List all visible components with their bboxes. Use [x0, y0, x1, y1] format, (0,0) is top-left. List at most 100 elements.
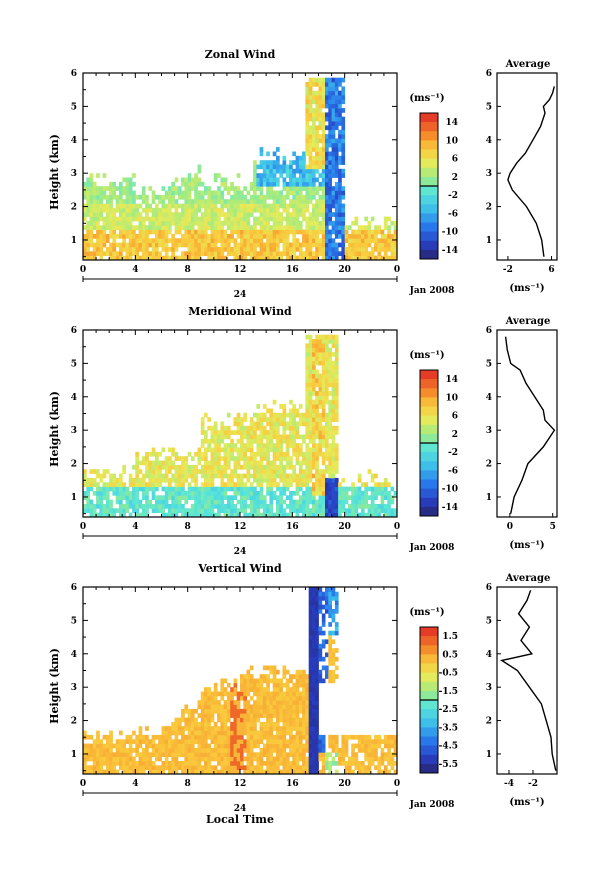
heatmap-cell	[331, 491, 336, 496]
heatmap-cell	[128, 765, 133, 770]
heatmap-cell	[325, 447, 329, 453]
heatmap-cell	[164, 756, 169, 762]
heatmap-cell	[236, 508, 241, 513]
heatmap-cell	[321, 234, 326, 239]
heatmap-cell	[240, 447, 244, 453]
heatmap-cell	[190, 477, 195, 483]
heatmap-cell	[331, 617, 336, 623]
heatmap-cell	[272, 700, 277, 705]
heatmap-cell	[331, 168, 336, 174]
heatmap-cell	[217, 469, 221, 474]
heatmap-cell	[272, 769, 277, 775]
heatmap-cell	[89, 203, 94, 209]
heatmap-cell	[233, 482, 238, 487]
heatmap-cell	[246, 687, 251, 692]
heatmap-cell	[325, 434, 329, 440]
heatmap-cell	[197, 220, 202, 226]
heatmap-cell	[325, 234, 329, 239]
heatmap-cell	[272, 168, 277, 174]
heatmap-cell	[226, 234, 231, 239]
heatmap-cell	[298, 508, 303, 513]
heatmap-cell	[233, 752, 238, 757]
heatmap-cell	[112, 251, 117, 256]
heatmap-cell	[266, 251, 270, 256]
heatmap-cell	[312, 352, 316, 357]
heatmap-cell	[387, 756, 391, 762]
heatmap-cell	[177, 220, 182, 226]
colorbar-segment	[420, 158, 438, 169]
heatmap-cell	[292, 447, 296, 453]
heatmap-cell	[168, 447, 172, 453]
heatmap-cell	[331, 656, 336, 662]
heatmap-cell	[223, 730, 228, 736]
heatmap-cell	[226, 482, 231, 487]
heatmap-cell	[122, 495, 126, 500]
heatmap-cell	[357, 486, 362, 492]
heatmap-cell	[262, 730, 267, 736]
heatmap-cell	[223, 743, 228, 749]
heatmap-cell	[390, 765, 395, 770]
heatmap-cell	[276, 177, 280, 183]
heatmap-cell	[289, 512, 293, 518]
heatmap-cell	[276, 669, 280, 675]
heatmap-cell	[184, 464, 189, 470]
heatmap-cell	[135, 242, 139, 248]
heatmap-cell	[259, 761, 264, 766]
heatmap-cell	[321, 116, 326, 122]
heatmap-cell	[262, 512, 267, 518]
heatmap-cell	[210, 473, 215, 479]
heatmap-cell	[312, 630, 316, 636]
heatmap-cell	[223, 456, 228, 461]
heatmap-cell	[226, 726, 231, 731]
heatmap-cell	[302, 255, 306, 261]
heatmap-cell	[328, 652, 332, 658]
heatmap-cell	[380, 234, 385, 239]
heatmap-cell	[328, 155, 332, 161]
heatmap-cell	[302, 438, 306, 444]
colorbar-label: -10	[442, 228, 458, 238]
heatmap-cell	[119, 242, 123, 248]
heatmap-cell	[249, 726, 254, 731]
heatmap-cell	[269, 473, 274, 479]
heatmap-cell	[282, 695, 287, 701]
x-tick-label: 12	[234, 522, 247, 532]
heatmap-cell	[279, 194, 283, 200]
colorbar-segment	[420, 672, 438, 683]
heatmap-cell	[259, 730, 264, 736]
heatmap-cell	[292, 491, 296, 496]
heatmap-cell	[210, 491, 215, 496]
heatmap-cell	[151, 242, 156, 248]
heatmap-cell	[282, 721, 287, 727]
heatmap-cell	[122, 234, 126, 239]
heatmap-cell	[240, 438, 244, 444]
heatmap-cell	[230, 482, 234, 487]
heatmap-cell	[305, 769, 310, 775]
heatmap-cell	[285, 447, 290, 453]
heatmap-cell	[210, 756, 215, 762]
heatmap-cell	[393, 229, 398, 235]
heatmap-cell	[207, 704, 211, 710]
heatmap-cell	[210, 225, 215, 230]
heatmap-cell	[338, 748, 342, 753]
heatmap-cell	[315, 769, 319, 775]
heatmap-cell	[135, 203, 139, 209]
heatmap-cell	[256, 730, 261, 736]
heatmap-cell	[334, 190, 339, 196]
heatmap-cell	[164, 220, 169, 226]
heatmap-cell	[321, 765, 326, 770]
heatmap-cell	[86, 194, 90, 200]
heatmap-cell	[83, 756, 87, 762]
heatmap-cell	[357, 229, 362, 235]
heatmap-cell	[308, 343, 313, 349]
heatmap-cell	[243, 255, 247, 261]
heatmap-cell	[184, 756, 189, 762]
heatmap-cell	[279, 434, 283, 440]
heatmap-cell	[226, 695, 231, 701]
heatmap-cell	[298, 726, 303, 731]
heatmap-cell	[308, 713, 313, 718]
heatmap-cell	[259, 177, 264, 183]
heatmap-cell	[253, 186, 257, 191]
heatmap-cell	[246, 717, 251, 723]
heatmap-cell	[132, 477, 136, 483]
heatmap-cell	[151, 255, 156, 261]
